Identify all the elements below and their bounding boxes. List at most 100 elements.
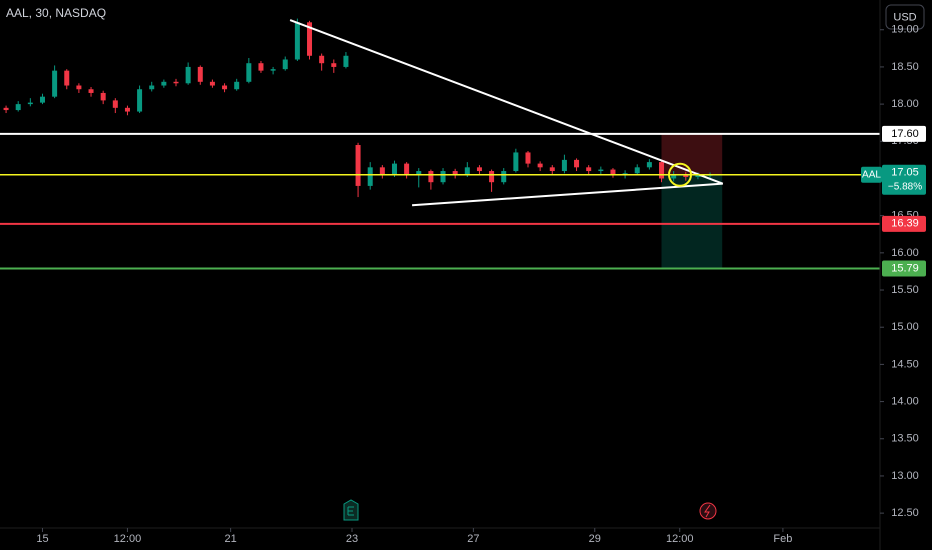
y-tick-label: 19.00 (891, 24, 919, 36)
candle-body (100, 92, 106, 101)
trendline (289, 19, 724, 185)
trendline (412, 182, 723, 207)
x-tick-label: 23 (346, 533, 358, 545)
price-line-label: 17.60 (891, 128, 919, 140)
candle-body (464, 167, 470, 175)
candle-body (610, 169, 616, 175)
candle-body (149, 85, 155, 90)
price-line-label-box (882, 125, 926, 142)
currency-button[interactable] (885, 4, 925, 30)
candle-body (307, 22, 313, 56)
x-tick-label: 29 (589, 533, 601, 545)
x-tick-label: 15 (36, 533, 48, 545)
plot-area (0, 18, 880, 270)
candle-body (137, 89, 143, 112)
candle-body (76, 85, 82, 90)
candle-body (634, 167, 640, 174)
currency[interactable]: USD (893, 11, 916, 23)
candle-body (112, 100, 118, 108)
candle-body (586, 167, 592, 172)
candle-body (537, 163, 543, 168)
candle-body (270, 69, 276, 71)
candle-body (452, 171, 458, 175)
candle-body (561, 159, 567, 172)
price-line-label: 15.79 (891, 262, 919, 274)
candle-body (598, 169, 604, 172)
symbol-label: AAL (862, 169, 881, 180)
price-line-label-box (882, 215, 926, 232)
candle-body (173, 81, 179, 84)
earnings-badge[interactable] (343, 499, 359, 521)
candle-body (331, 63, 337, 67)
price-line-label-box (882, 260, 926, 277)
candle-body (39, 96, 45, 103)
y-tick-label: 18.50 (891, 61, 919, 73)
candle-body (88, 89, 94, 93)
last-price-label: 17.05 (891, 167, 919, 179)
event-bolt (704, 504, 711, 518)
x-tick-label: 12:00 (114, 533, 142, 545)
candle-body (489, 171, 495, 183)
candle-body (391, 163, 397, 175)
dividend-icon[interactable] (699, 502, 717, 520)
y-tick-label: 13.50 (891, 433, 919, 445)
candle-body (525, 152, 531, 164)
earnings-icon[interactable] (343, 499, 359, 521)
candle-body (428, 171, 434, 183)
event-badge[interactable] (699, 502, 717, 520)
candle-body (549, 167, 555, 172)
last-change-label: −5.88% (888, 181, 922, 192)
x-tick-label: Feb (773, 533, 792, 545)
candle-body (258, 63, 264, 71)
candle-body (367, 167, 373, 186)
candle-body (161, 81, 167, 86)
candle-body (197, 66, 203, 82)
candle-body (440, 171, 446, 183)
candle-body (646, 162, 652, 168)
candle-body (209, 81, 215, 86)
candle-body (476, 167, 482, 172)
candle-body (416, 171, 422, 175)
y-tick-label: 16.00 (891, 247, 919, 259)
candle-body (695, 175, 701, 177)
candle-body (282, 59, 288, 70)
candle-body (379, 167, 385, 175)
candle-body (501, 171, 507, 183)
y-tick-label: 14.50 (891, 358, 919, 370)
candle-body (124, 107, 130, 112)
y-tick-label: 15.00 (891, 321, 919, 333)
y-tick-label: 13.00 (891, 470, 919, 482)
candle-body (574, 159, 580, 168)
y-tick-label: 12.50 (891, 507, 919, 519)
y-tick-label: 14.00 (891, 395, 919, 407)
y-tick-label: 15.50 (891, 284, 919, 296)
candle-body (15, 104, 21, 111)
highlight-circle (668, 162, 692, 187)
candle-body (52, 70, 58, 97)
candle-body (27, 102, 33, 105)
candle-body (343, 55, 349, 67)
x-tick-label: 12:00 (666, 533, 694, 545)
candle-body (659, 162, 665, 179)
chart-title: AAL, 30, NASDAQ (6, 6, 106, 20)
position-target-zone (661, 174, 723, 269)
candle-body (234, 81, 240, 90)
candle-body (294, 22, 300, 60)
candle-body (355, 145, 361, 186)
candle-body (513, 152, 519, 172)
candle-body (246, 63, 252, 82)
earnings-letter (347, 506, 354, 516)
candle-body (3, 107, 9, 111)
symbol-label-box (861, 166, 882, 183)
y-tick-label: 18.00 (891, 98, 919, 110)
candle-body (64, 70, 70, 86)
candle-body (185, 66, 191, 84)
last-price-box (882, 164, 926, 195)
x-tick-label: 27 (467, 533, 479, 545)
candle-body (404, 163, 410, 175)
candle-body (222, 85, 228, 90)
x-tick-label: 21 (224, 533, 236, 545)
